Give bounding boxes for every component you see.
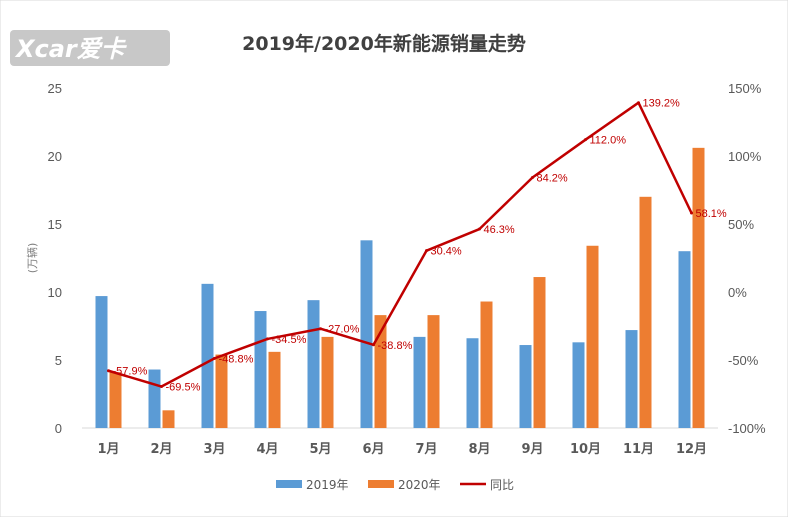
yoy-point [372, 343, 375, 347]
bar-2019 [678, 251, 691, 428]
bar-2019 [201, 283, 214, 428]
yoy-line [107, 101, 693, 389]
xcar-logo: Xcar爱卡 [10, 30, 170, 66]
x-tick-label: 12月 [676, 442, 707, 457]
legend-swatch-2020 [368, 480, 394, 488]
bar-2020 [162, 410, 175, 428]
yoy-point [531, 175, 534, 179]
x-tick-label: 10月 [570, 442, 601, 457]
x-tick-label: 7月 [415, 442, 437, 457]
bar-2020 [639, 196, 652, 428]
yoy-data-label: 58.1% [696, 208, 727, 220]
x-tick-label: 4月 [256, 442, 278, 457]
y-right-tick-label: 150% [728, 81, 762, 96]
yoy-point [107, 369, 110, 373]
yoy-point [160, 385, 163, 389]
y-right-tick-label: 0% [728, 285, 747, 300]
yoy-point [478, 227, 481, 231]
yoy-data-label: 139.2% [643, 98, 681, 110]
yoy-point [266, 337, 269, 341]
bar-2019 [95, 296, 108, 428]
logo-text: Xcar爱卡 [14, 35, 128, 63]
legend-swatch-2019 [276, 480, 302, 488]
yoy-data-label: -38.8% [378, 340, 413, 352]
chart-title: 2019年/2020年新能源销量走势 [242, 32, 526, 55]
bar-2020 [321, 336, 334, 428]
bar-2019 [625, 330, 638, 428]
bar-2019 [572, 342, 585, 428]
bar-2019 [307, 300, 320, 428]
y-left-tick-label: 10 [48, 285, 62, 300]
legend-label-yoy: 同比 [490, 478, 514, 492]
bar-2020 [427, 315, 440, 428]
x-tick-label: 5月 [309, 442, 331, 457]
y-left-tick-label: 20 [48, 149, 62, 164]
bar-2020 [268, 351, 281, 428]
yoy-data-label: 30.4% [431, 246, 462, 258]
yoy-data-label: -48.8% [219, 353, 254, 365]
yoy-data-label: 112.0% [590, 135, 627, 147]
yoy-point [213, 356, 216, 360]
yoy-point [584, 138, 587, 142]
x-tick-label: 6月 [362, 442, 384, 457]
yoy-data-label: -57.9% [113, 366, 148, 378]
yoy-data-label: -69.5% [166, 382, 201, 394]
y-left-ticks: 0 5 10 15 20 25 [48, 81, 62, 436]
y-left-tick-label: 0 [55, 421, 62, 436]
y-right-tick-label: -100% [728, 421, 766, 436]
yoy-data-label: -27.0% [325, 324, 360, 336]
bar-2019 [466, 338, 479, 428]
bar-2020 [215, 354, 228, 428]
y-right-ticks: -100% -50% 0% 50% 100% 150% [728, 81, 766, 436]
legend-label-2020: 2020年 [398, 478, 441, 492]
yoy-data-label: 46.3% [484, 224, 515, 236]
x-tick-label: 3月 [203, 442, 225, 457]
bar-2019 [148, 369, 161, 428]
x-tick-label: 9月 [521, 442, 543, 457]
x-ticks: 1月 2月 3月 4月 5月 6月 7月 8月 9月 10月 11月 12月 [97, 442, 707, 457]
yoy-point [425, 249, 428, 253]
y-left-tick-label: 15 [48, 217, 62, 232]
bar-2020 [109, 372, 122, 428]
bar-2019 [413, 336, 426, 428]
bar-2020 [374, 315, 387, 428]
y-right-tick-label: 50% [728, 217, 754, 232]
y-right-tick-label: -50% [728, 353, 759, 368]
yoy-data-label: -34.5% [272, 334, 307, 346]
yoy-point [319, 327, 322, 331]
legend: 2019年 2020年 同比 [276, 478, 514, 492]
yoy-point [690, 211, 693, 215]
bar-2019 [519, 345, 532, 428]
bar-2020 [533, 277, 546, 428]
bar-2019 [360, 240, 373, 428]
x-tick-label: 1月 [97, 442, 119, 457]
bar-2020 [692, 147, 705, 428]
bar-2020 [480, 301, 493, 428]
bar-2019 [254, 311, 267, 428]
yoy-line-path [108, 101, 693, 388]
yoy-labels: -57.9% -69.5% -48.8% -34.5% -27.0% -38.8% 30.4… [113, 98, 727, 394]
y-left-tick-label: 25 [48, 81, 62, 96]
x-tick-label: 8月 [468, 442, 490, 457]
bar-2020 [586, 245, 599, 428]
yoy-point [637, 101, 640, 105]
y-left-tick-label: 5 [55, 353, 62, 368]
legend-label-2019: 2019年 [306, 478, 349, 492]
yoy-data-label: 84.2% [537, 172, 568, 184]
bars [95, 147, 705, 428]
logo-backdrop [10, 30, 170, 66]
x-tick-label: 11月 [623, 442, 654, 457]
x-tick-label: 2月 [150, 442, 172, 457]
y-right-tick-label: 100% [728, 149, 762, 164]
y-left-axis-label: (万辆) [25, 243, 39, 274]
